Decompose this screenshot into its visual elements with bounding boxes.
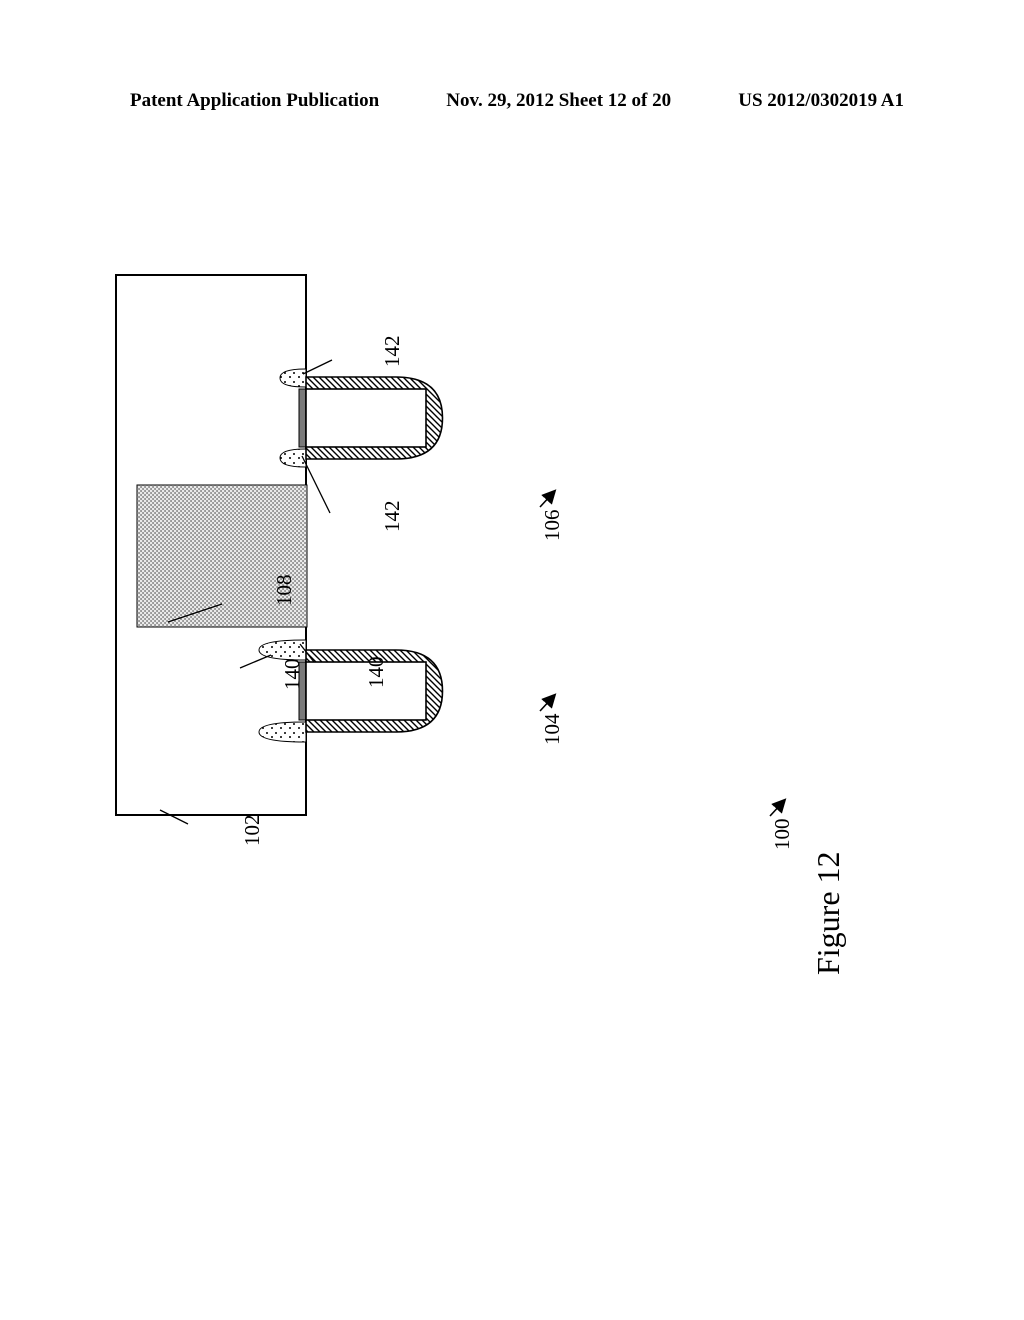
figure-area: 100 104 106 102 142 142 140 140 108 Figure 12 (0, 200, 1024, 1100)
ref-arrow-icon (536, 489, 558, 511)
ref-label: 100 (770, 819, 795, 851)
ref-label: 140 (280, 659, 305, 691)
ref-arrow-icon (536, 693, 558, 715)
ref-label: 140 (364, 657, 389, 689)
ref-label: 142 (380, 501, 405, 533)
page-header: Patent Application Publication Nov. 29, … (0, 90, 1024, 112)
ref-label: 142 (380, 336, 405, 368)
header-center: Nov. 29, 2012 Sheet 12 of 20 (446, 90, 671, 112)
header-right: US 2012/0302019 A1 (738, 90, 904, 112)
ref-label: 102 (240, 815, 265, 847)
ref-label: 104 (540, 714, 565, 746)
ref-label: 106 (540, 510, 565, 542)
patent-diagram (0, 200, 1024, 1100)
ref-arrow-icon (766, 798, 788, 820)
header-left: Patent Application Publication (130, 90, 379, 112)
figure-caption: Figure 12 (810, 851, 847, 975)
ref-label: 108 (272, 575, 297, 607)
